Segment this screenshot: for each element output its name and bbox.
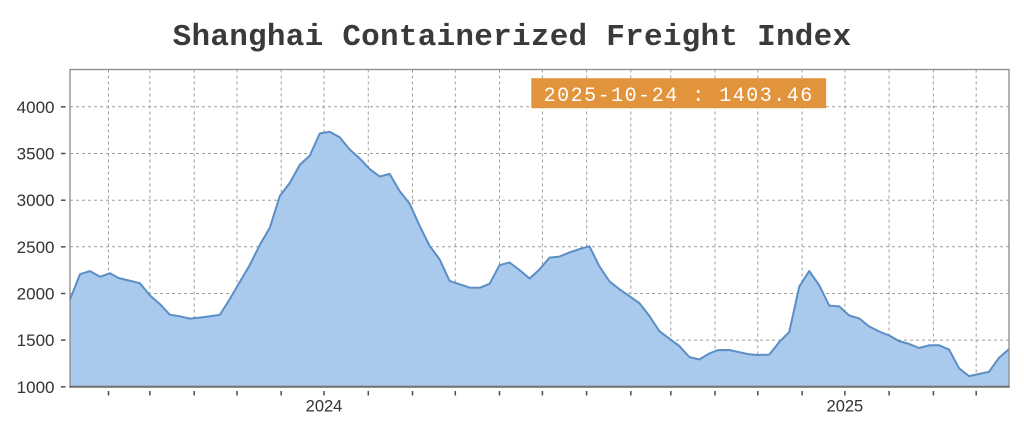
svg-text:2025: 2025 — [827, 398, 864, 416]
svg-text:2000: 2000 — [17, 285, 55, 304]
svg-text:4000: 4000 — [17, 98, 55, 117]
svg-text:1000: 1000 — [17, 378, 55, 397]
svg-text:2024: 2024 — [306, 398, 343, 416]
svg-text:2025-10-24 : 1403.46: 2025-10-24 : 1403.46 — [544, 85, 814, 108]
svg-text:3500: 3500 — [17, 145, 55, 164]
svg-text:3000: 3000 — [17, 191, 55, 210]
svg-text:1500: 1500 — [17, 331, 55, 350]
svg-text:2500: 2500 — [17, 238, 55, 257]
